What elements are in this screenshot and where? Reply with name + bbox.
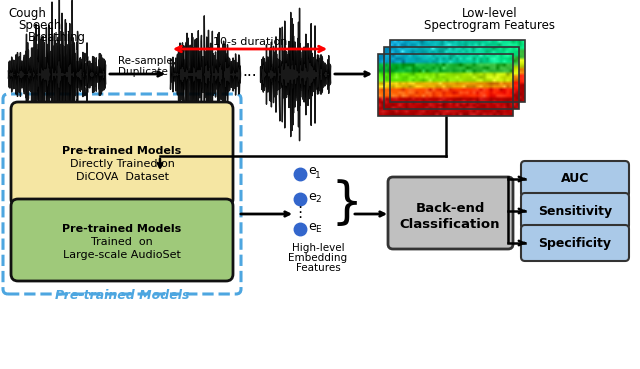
Text: Cough: Cough	[8, 7, 46, 20]
Text: Speech: Speech	[18, 19, 61, 32]
FancyBboxPatch shape	[11, 102, 233, 206]
FancyBboxPatch shape	[521, 161, 629, 197]
Text: Specificity: Specificity	[538, 237, 611, 249]
Text: 2: 2	[315, 196, 321, 204]
Text: AUC: AUC	[561, 172, 589, 186]
Text: Duplicate: Duplicate	[118, 67, 168, 77]
Text: ...: ...	[242, 65, 257, 79]
Text: Breathing: Breathing	[28, 31, 86, 44]
Text: Sensitivity: Sensitivity	[538, 204, 612, 217]
Text: 1: 1	[315, 170, 321, 179]
Text: Pre-trained Models: Pre-trained Models	[62, 146, 182, 156]
Text: Embedding: Embedding	[289, 253, 348, 263]
Text: 10-s duration: 10-s duration	[213, 37, 287, 47]
Text: e: e	[308, 220, 316, 232]
Bar	[390, 40, 525, 102]
Text: E: E	[315, 225, 321, 235]
Text: Pre-trained Models: Pre-trained Models	[62, 224, 182, 234]
Text: Large-scale AudioSet: Large-scale AudioSet	[63, 250, 181, 260]
Text: Spectrogram Features: Spectrogram Features	[424, 19, 556, 32]
Text: High-level: High-level	[292, 243, 344, 253]
Text: Directly Trained on: Directly Trained on	[70, 159, 175, 169]
Text: ⋮: ⋮	[292, 204, 308, 220]
Text: Trained  on: Trained on	[91, 237, 153, 247]
Text: Re-sample,: Re-sample,	[118, 56, 176, 66]
Text: e: e	[308, 190, 316, 203]
FancyBboxPatch shape	[388, 177, 513, 249]
Text: Low-level: Low-level	[462, 7, 518, 20]
Text: e: e	[308, 165, 316, 177]
FancyBboxPatch shape	[11, 199, 233, 281]
Text: Features: Features	[296, 263, 340, 273]
Bar	[378, 54, 513, 116]
FancyBboxPatch shape	[521, 193, 629, 229]
Text: {: {	[319, 177, 351, 225]
Text: Classification: Classification	[400, 217, 500, 231]
Text: Back-end: Back-end	[415, 203, 484, 215]
Text: DiCOVA  Dataset: DiCOVA Dataset	[76, 172, 168, 182]
Text: Pre-trained Models: Pre-trained Models	[55, 289, 189, 302]
FancyBboxPatch shape	[3, 94, 241, 294]
Bar	[384, 47, 519, 109]
FancyBboxPatch shape	[521, 225, 629, 261]
